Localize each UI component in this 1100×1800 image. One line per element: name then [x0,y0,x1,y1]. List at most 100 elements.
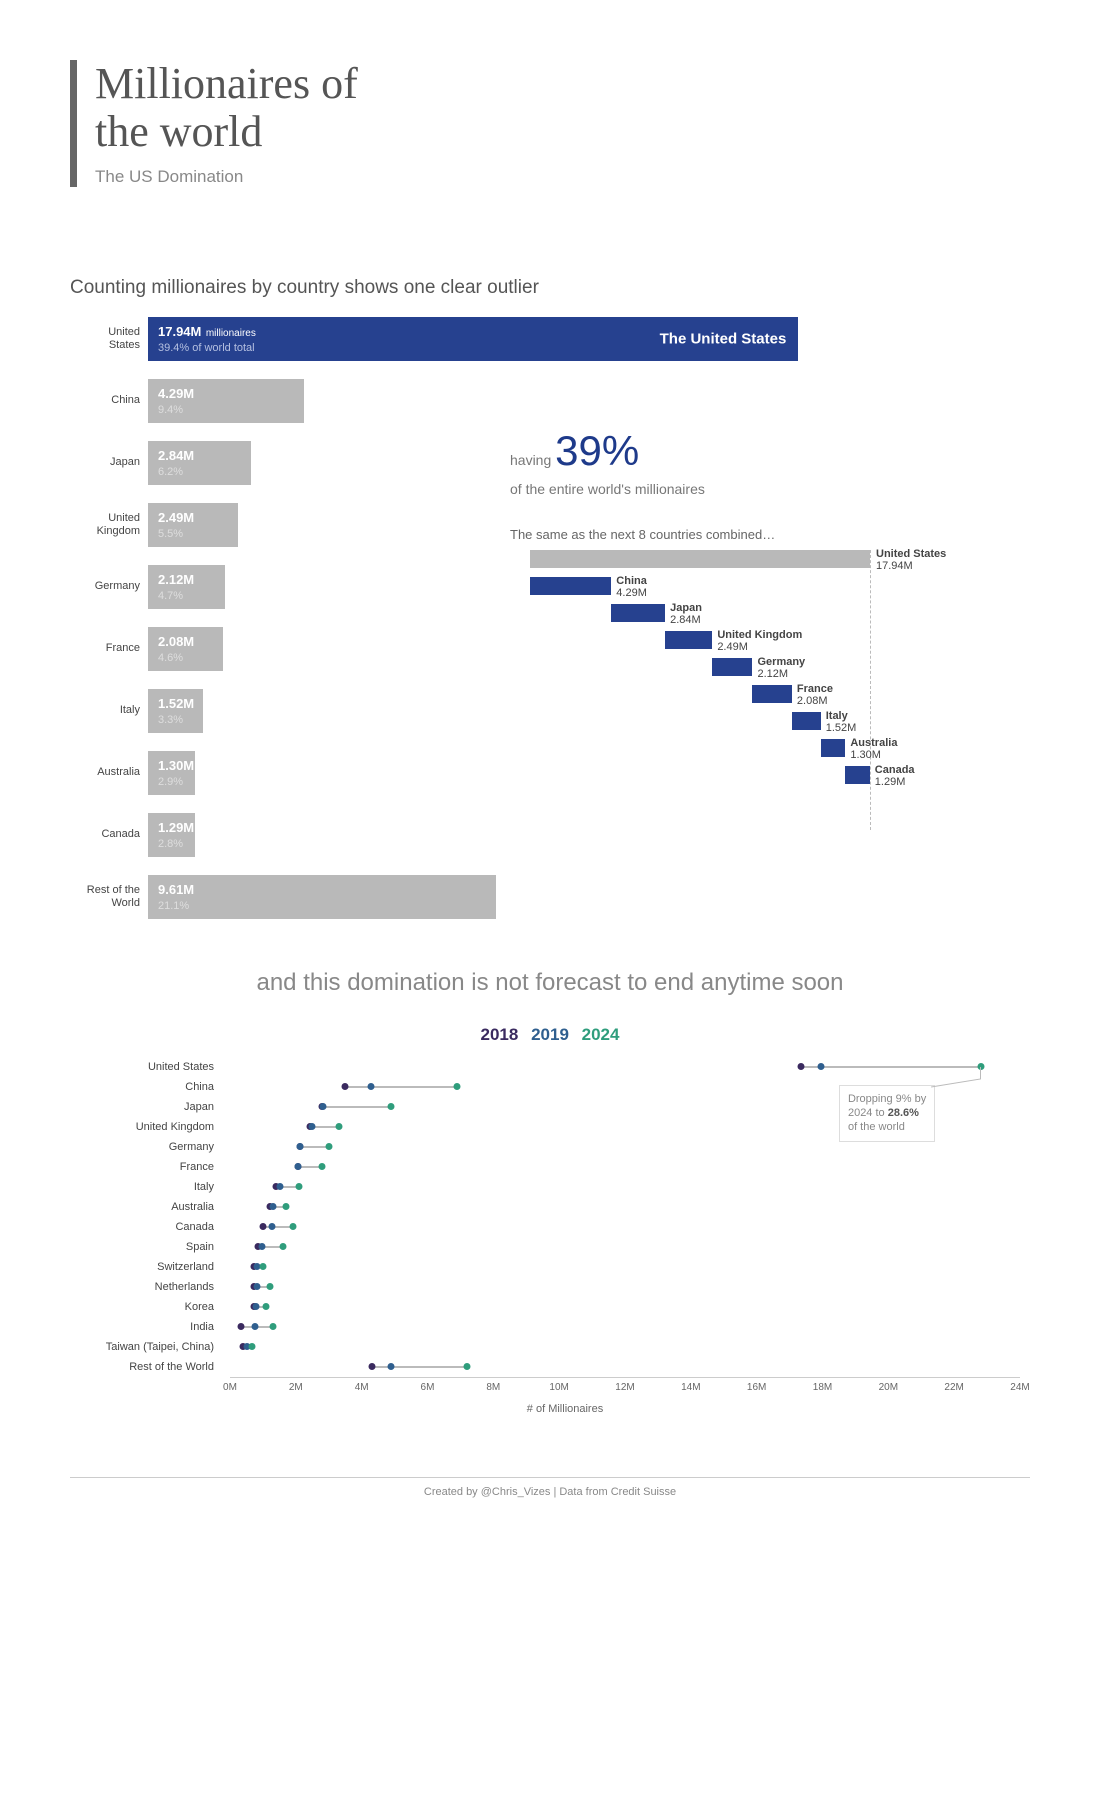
bar-fill: 1.52M3.3% [148,689,203,733]
dot-plot-label: Spain [100,1237,222,1257]
dot-plot-marker [269,1223,276,1230]
dot-plot-marker [259,1263,266,1270]
dot-plot-marker [798,1063,805,1070]
page-title: Millionaires of the world [95,60,1030,157]
bar-label: Canada [70,813,148,857]
dot-plot-marker [266,1283,273,1290]
bar-row: Rest of theWorld9.61M21.1% [70,875,1030,919]
dot-plot-marker [368,1363,375,1370]
legend-2018: 2018 [481,1025,519,1044]
dot-plot-row: Canada [100,1217,1030,1237]
bar-fill: 2.12M4.7% [148,565,225,609]
bar-row: Germany2.12M4.7% [70,565,1030,609]
axis-tick: 8M [486,1382,500,1393]
dot-plot-label: Italy [100,1177,222,1197]
bar-fill: 4.29M9.4% [148,379,304,423]
dot-plot-label: China [100,1077,222,1097]
dot-plot-label: United Kingdom [100,1117,222,1137]
dot-plot-label: France [100,1157,222,1177]
dot-plot-marker [454,1083,461,1090]
axis-tick: 2M [289,1382,303,1393]
axis-tick: 10M [549,1382,568,1393]
bar-label: UnitedStates [70,317,148,361]
bar-row: UnitedStates17.94M millionaires39.4% of … [70,317,1030,361]
dot-plot-marker [279,1243,286,1250]
dot-plot-marker [238,1323,245,1330]
dot-plot-marker [296,1143,303,1150]
dot-plot-row: Rest of the World [100,1357,1030,1377]
dot-plot-label: United States [100,1057,222,1077]
dot-plot-row: India [100,1317,1030,1337]
dot-plot-axis: 0M2M4M6M8M10M12M14M16M18M20M22M24M [230,1377,1020,1397]
dot-plot-label: India [100,1317,222,1337]
dot-plot-marker [319,1163,326,1170]
dot-plot-marker [289,1223,296,1230]
dot-plot-marker [254,1283,261,1290]
dot-plot-row: France [100,1157,1030,1177]
dot-plot-marker [259,1223,266,1230]
axis-tick: 0M [223,1382,237,1393]
page-subtitle: The US Domination [95,167,1030,187]
dot-plot-marker [464,1363,471,1370]
dot-plot-marker [259,1243,266,1250]
dot-plot-marker [269,1323,276,1330]
dot-plot-marker [368,1083,375,1090]
bar-row: Japan2.84M6.2% [70,441,1030,485]
bar-label: France [70,627,148,671]
dot-plot-label: Rest of the World [100,1357,222,1377]
dot-plot-row: United States [100,1057,1030,1077]
bar-row: Australia1.30M2.9% [70,751,1030,795]
title-line-1: Millionaires of [95,59,358,108]
dot-plot-marker [308,1123,315,1130]
axis-tick: 22M [944,1382,963,1393]
axis-tick: 24M [1010,1382,1029,1393]
dot-plot-label: Korea [100,1297,222,1317]
bar-label: UnitedKingdom [70,503,148,547]
title-line-2: the world [95,107,262,156]
dot-plot-marker [296,1183,303,1190]
dot-plot-row: Korea [100,1297,1030,1317]
dot-plot-row: Australia [100,1197,1030,1217]
axis-tick: 6M [421,1382,435,1393]
bar-label: Rest of theWorld [70,875,148,919]
bar-fill: 17.94M millionaires39.4% of world totalT… [148,317,798,361]
bar-fill: 1.30M2.9% [148,751,195,795]
axis-tick: 20M [879,1382,898,1393]
footer-credit: Created by @Chris_Vizes | Data from Cred… [70,1477,1030,1498]
main-bar-chart: having 39% of the entire world's million… [70,317,1030,919]
dot-plot-marker [388,1363,395,1370]
dot-plot-row: Switzerland [100,1257,1030,1277]
bar-label: Germany [70,565,148,609]
dot-plot-row: Germany [100,1137,1030,1157]
dot-plot-label: Taiwan (Taipei, China) [100,1337,222,1357]
bar-row: UnitedKingdom2.49M5.5% [70,503,1030,547]
bar-label: Italy [70,689,148,733]
dot-plot-label: Germany [100,1137,222,1157]
axis-label: # of Millionaires [527,1403,603,1441]
bar-fill: 2.49M5.5% [148,503,238,547]
dot-plot-marker [252,1323,259,1330]
dot-plot-marker [335,1123,342,1130]
forecast-lead: and this domination is not forecast to e… [70,969,1030,997]
dot-plot-row: Spain [100,1237,1030,1257]
dot-plot-row: Italy [100,1177,1030,1197]
dot-plot-marker [817,1063,824,1070]
dot-plot-row: United Kingdom [100,1117,1030,1137]
dot-plot-marker [269,1203,276,1210]
bar-row: China4.29M9.4% [70,379,1030,423]
dot-plot-marker [295,1163,302,1170]
legend-2024: 2024 [582,1025,620,1044]
forecast-legend: 2018 2019 2024 [70,1025,1030,1045]
dot-plot-chart: Dropping 9% by 2024 to 28.6% of the worl… [100,1057,1030,1437]
dot-plot-marker [277,1183,284,1190]
dot-plot-row: China [100,1077,1030,1097]
dot-plot-row: Netherlands [100,1277,1030,1297]
bar-fill: 1.29M2.8% [148,813,195,857]
dot-plot-label: Netherlands [100,1277,222,1297]
bar-fill: 9.61M21.1% [148,875,496,919]
dot-plot-label: Australia [100,1197,222,1217]
dot-plot-row: Japan [100,1097,1030,1117]
dot-plot-marker [249,1343,256,1350]
dot-plot-row: Taiwan (Taipei, China) [100,1337,1030,1357]
dot-plot-marker [282,1203,289,1210]
